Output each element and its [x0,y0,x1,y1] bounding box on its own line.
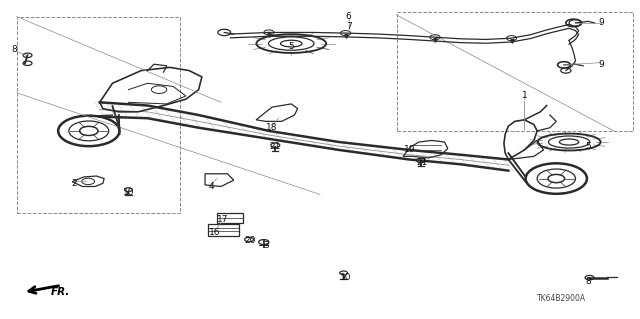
Text: FR.: FR. [51,287,70,297]
Text: 17: 17 [217,215,228,224]
Text: 4: 4 [209,182,214,191]
Text: 3: 3 [263,241,269,250]
Text: 5: 5 [289,42,294,51]
Text: 6: 6 [346,12,351,21]
Bar [216,213,243,223]
Text: 19: 19 [404,145,415,154]
Text: 18: 18 [266,123,278,132]
Text: 16: 16 [209,228,220,237]
Text: 8: 8 [12,45,18,55]
Text: 5: 5 [586,142,591,151]
Text: 9: 9 [598,19,604,27]
Bar [17,17,179,213]
Text: 8: 8 [586,277,591,286]
Text: 9: 9 [598,60,604,69]
Text: 2: 2 [71,179,77,188]
Text: 1: 1 [522,92,527,100]
Bar [208,224,239,236]
Text: 10: 10 [123,188,134,197]
Text: 10: 10 [340,272,351,281]
Bar [397,12,633,131]
Text: TK64B2900A: TK64B2900A [537,294,586,303]
Text: 20: 20 [244,236,255,245]
Text: 7: 7 [346,22,351,31]
Text: 21: 21 [417,158,428,167]
Text: 21: 21 [269,142,281,151]
